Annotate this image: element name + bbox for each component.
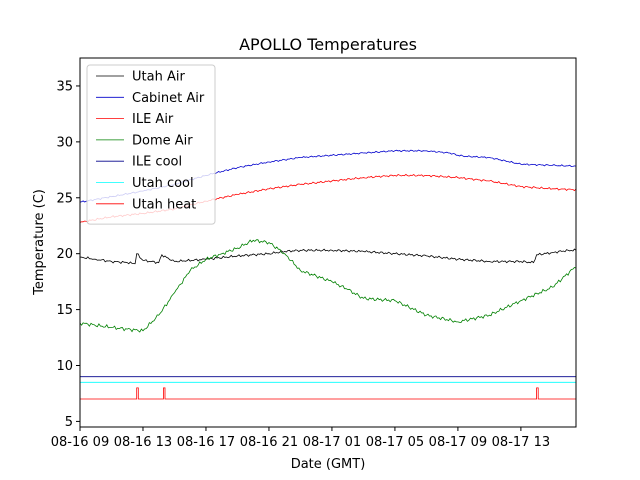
x-tick-label: 08-16 09 <box>51 435 109 450</box>
x-tick-label: 08-17 05 <box>366 435 424 450</box>
legend: Utah Air Cabinet Air ILE Air Dome Air ILE co… <box>86 64 216 225</box>
x-tick-label: 08-17 09 <box>429 435 487 450</box>
x-axis: 08-16 09 08-16 13 08-16 17 08-16 21 08-17 01… <box>51 427 550 450</box>
plot-frame <box>79 57 577 428</box>
legend-label: ILE Air <box>132 112 174 127</box>
y-tick-label: 25 <box>56 191 73 206</box>
x-axis-label: Date (GMT) <box>291 457 366 472</box>
chart-title: APOLLO Temperatures <box>239 35 417 54</box>
legend-label: Utah cool <box>132 176 194 191</box>
series-line-utah-air <box>80 248 576 265</box>
y-tick-label: 10 <box>56 359 73 374</box>
series-line-dome-air <box>80 239 576 333</box>
y-tick-label: 20 <box>56 247 73 262</box>
y-tick-label: 15 <box>56 303 73 318</box>
y-axis-label: Temperature (C) <box>32 189 47 296</box>
legend-label: Dome Air <box>132 133 193 148</box>
legend-label: Cabinet Air <box>132 91 205 106</box>
series-line-utah-heat <box>80 387 576 400</box>
y-tick-label: 30 <box>56 135 73 150</box>
legend-box <box>86 64 216 225</box>
legend-label: Utah Air <box>132 70 185 85</box>
x-tick-label: 08-17 13 <box>492 435 550 450</box>
x-tick-label: 08-16 21 <box>240 435 298 450</box>
y-axis: 5 10 15 20 25 30 35 <box>56 79 80 430</box>
legend-label: ILE cool <box>132 155 182 170</box>
legend-label: Utah heat <box>132 197 196 212</box>
x-tick-label: 08-17 01 <box>303 435 361 450</box>
y-tick-label: 35 <box>56 79 73 94</box>
y-tick-label: 5 <box>65 415 73 430</box>
x-tick-label: 08-16 13 <box>114 435 172 450</box>
x-tick-label: 08-16 17 <box>177 435 235 450</box>
